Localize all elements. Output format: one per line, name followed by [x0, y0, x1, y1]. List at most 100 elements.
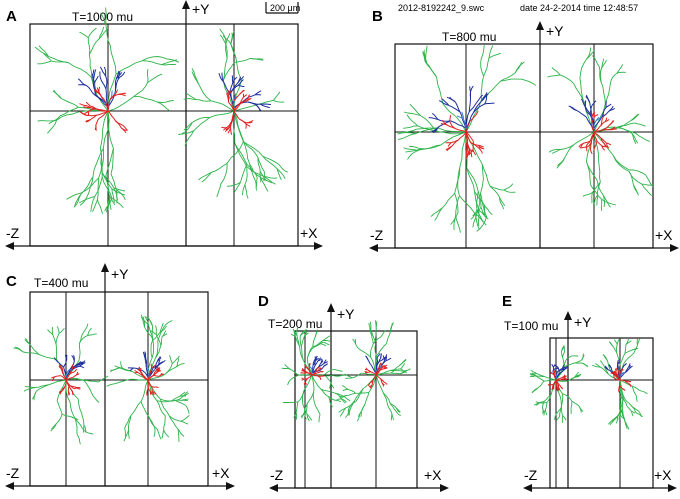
y-axis-label: +Y	[111, 266, 129, 282]
axon-branch	[33, 391, 37, 401]
axon-branch	[75, 419, 78, 435]
axon-branch	[23, 387, 36, 392]
axon-branch	[311, 374, 322, 390]
axon-branch	[322, 340, 331, 342]
apical-dendrite-branch	[563, 367, 568, 371]
x-axis-label: +X	[212, 465, 230, 481]
axon-branch	[403, 125, 418, 129]
axon-branch	[387, 405, 393, 414]
axon-branch	[38, 45, 49, 57]
axon-branch	[628, 171, 643, 185]
axon-branch	[156, 400, 166, 417]
basal-dendrite-branch	[107, 110, 116, 121]
axon-branch	[500, 72, 516, 82]
apical-dendrite-branch	[92, 69, 97, 81]
apical-dendrite-branch	[468, 97, 471, 112]
apical-dendrite-branch	[232, 76, 238, 83]
axon-branch	[434, 207, 443, 221]
axon-branch	[140, 379, 149, 402]
basal-dendrite-branch	[62, 373, 67, 381]
basal-dendrite-branch	[79, 103, 88, 107]
z-axis-arrowhead	[523, 484, 532, 492]
basal-dendrite-branch	[375, 374, 381, 380]
axon-branch	[472, 206, 482, 217]
basal-dendrite-branch	[65, 373, 71, 381]
axon-branch	[133, 95, 158, 103]
basal-dendrite-branch	[605, 119, 610, 123]
axon-branch	[557, 157, 566, 167]
axon-branch	[530, 369, 537, 375]
axon-branch	[483, 58, 490, 77]
axon-branch	[437, 127, 467, 133]
apical-dendrite-branch	[469, 86, 471, 98]
axon-branch	[591, 192, 594, 204]
axon-branch	[79, 195, 88, 206]
axon-branch	[34, 46, 49, 57]
basal-dendrite-branch	[379, 362, 382, 366]
basal-dendrite-branch	[579, 142, 584, 149]
apical-dendrite-branch	[456, 115, 464, 120]
axon-branch	[58, 327, 65, 334]
basal-dendrite-branch	[65, 379, 70, 387]
axon-branch	[68, 62, 92, 78]
axon-branch	[156, 101, 171, 112]
basal-dendrite-branch	[381, 364, 385, 367]
axon-branch	[573, 359, 582, 364]
basal-dendrite-branch	[450, 139, 459, 144]
axon-branch	[48, 115, 61, 125]
basal-dendrite-branch	[228, 89, 233, 96]
apical-dendrite-branch	[78, 363, 84, 367]
basal-dendrite-branch	[475, 110, 479, 116]
axon-branch	[34, 384, 49, 389]
axon-branch	[609, 341, 614, 347]
axon-branch	[79, 31, 89, 39]
basal-dendrite-branch	[613, 374, 616, 379]
axon-branch	[74, 194, 82, 207]
axon-branch	[478, 210, 489, 220]
basal-dendrite-branch	[149, 367, 153, 374]
axon-branch	[376, 343, 387, 357]
basal-dendrite-branch	[465, 121, 471, 133]
panel-label: B	[372, 8, 383, 25]
basal-dendrite-branch	[151, 385, 156, 388]
axon-branch	[620, 396, 625, 409]
axon-branch	[499, 197, 505, 210]
axon-branch	[630, 113, 640, 122]
basal-dendrite-branch	[221, 126, 228, 129]
basal-dendrite-branch	[616, 368, 619, 372]
basal-dendrite-branch	[319, 377, 322, 380]
apical-dendrite-branch	[438, 119, 451, 122]
threshold-label: T=100 mu	[504, 319, 558, 333]
axon-branch	[631, 386, 637, 396]
axon-branch	[249, 164, 256, 180]
basal-dendrite-branch	[247, 121, 253, 124]
apical-dendrite-branch	[319, 365, 325, 372]
axon-branch	[37, 60, 52, 65]
axon-branch	[533, 402, 539, 406]
axon-branch	[440, 131, 467, 146]
apical-dendrite-branch	[375, 368, 379, 374]
axon-branch	[562, 415, 567, 421]
axon-branch	[609, 72, 618, 85]
basal-dendrite-branch	[67, 386, 70, 392]
basal-dendrite-branch	[315, 369, 320, 372]
basal-dendrite-branch	[306, 372, 313, 376]
apical-dendrite-branch	[99, 66, 107, 77]
z-axis-arrowhead	[269, 484, 278, 492]
y-axis-label: +Y	[192, 1, 210, 17]
axon-branch	[354, 388, 364, 401]
basal-dendrite-branch	[61, 386, 66, 392]
axon-branch	[631, 411, 634, 417]
axon-branch	[191, 116, 210, 123]
basal-dendrite-branch	[302, 369, 305, 372]
apical-dendrite-branch	[365, 355, 369, 361]
axon-branch	[612, 155, 630, 171]
axon-branch	[423, 49, 426, 62]
axon-branch	[233, 79, 242, 112]
apical-dendrite-branch	[580, 98, 585, 106]
axon-branch	[573, 131, 595, 146]
axon-branch	[303, 374, 313, 391]
basal-dendrite-branch	[230, 128, 233, 135]
axon-branch	[288, 401, 298, 403]
axon-branch	[157, 100, 174, 103]
